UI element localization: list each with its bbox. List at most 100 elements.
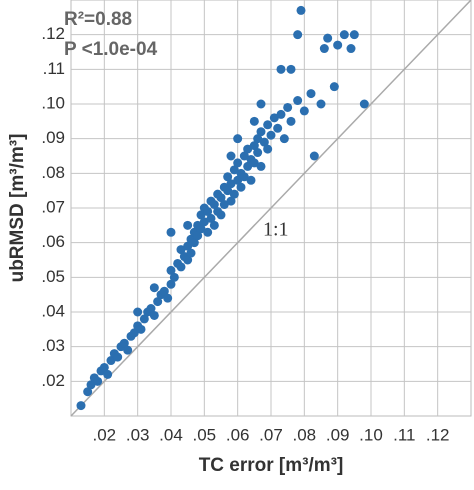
point xyxy=(239,172,249,182)
point xyxy=(159,286,169,296)
point xyxy=(263,120,273,130)
point xyxy=(249,116,259,126)
point xyxy=(123,345,133,355)
point xyxy=(196,224,206,234)
point xyxy=(93,376,103,386)
x-tick-label: .04 xyxy=(159,425,183,444)
point xyxy=(233,158,243,168)
y-tick-label: .06 xyxy=(41,232,65,251)
point xyxy=(169,272,179,282)
point xyxy=(273,123,283,133)
x-tick-label: .05 xyxy=(193,425,217,444)
x-tick-label: .07 xyxy=(259,425,283,444)
point xyxy=(296,5,306,15)
y-tick-label: .12 xyxy=(41,24,65,43)
point xyxy=(133,307,143,317)
point xyxy=(293,30,303,40)
y-tick-label: .04 xyxy=(41,301,65,320)
point xyxy=(253,134,263,144)
y-tick-label: .09 xyxy=(41,128,65,147)
point xyxy=(246,175,256,185)
point xyxy=(243,161,253,171)
x-tick-label: .09 xyxy=(326,425,350,444)
one-to-one-line xyxy=(70,0,472,417)
x-tick-label: .06 xyxy=(226,425,250,444)
point xyxy=(216,210,226,220)
point xyxy=(306,89,316,99)
point xyxy=(239,151,249,161)
point xyxy=(299,106,309,116)
r-squared: R²=0.88 xyxy=(64,9,132,30)
point xyxy=(146,304,156,314)
point xyxy=(99,362,109,372)
point xyxy=(323,33,333,43)
point xyxy=(266,130,276,140)
point xyxy=(259,137,269,147)
point xyxy=(129,328,139,338)
point xyxy=(223,186,233,196)
y-tick-label: .03 xyxy=(41,336,65,355)
point xyxy=(166,279,176,289)
point xyxy=(203,227,213,237)
point xyxy=(119,338,129,348)
point xyxy=(149,310,159,320)
point xyxy=(249,141,259,151)
x-tick-label: .11 xyxy=(393,425,415,444)
point xyxy=(346,44,356,54)
x-tick-label: .03 xyxy=(126,425,150,444)
point xyxy=(286,64,296,74)
point xyxy=(186,248,196,258)
x-tick-label: .10 xyxy=(359,425,383,444)
point xyxy=(193,231,203,241)
point xyxy=(83,387,93,397)
point xyxy=(103,369,113,379)
point xyxy=(206,213,216,223)
point xyxy=(283,102,293,112)
point xyxy=(293,96,303,106)
point xyxy=(226,151,236,161)
point xyxy=(256,161,266,171)
x-tick-label: .12 xyxy=(426,425,450,444)
point xyxy=(316,99,326,109)
point xyxy=(196,210,206,220)
point xyxy=(279,134,289,144)
point xyxy=(256,99,266,109)
point xyxy=(166,265,176,275)
point xyxy=(176,262,186,272)
point xyxy=(209,220,219,230)
point xyxy=(286,116,296,126)
x-tick-label: .02 xyxy=(93,425,117,444)
y-tick-label: .11 xyxy=(43,59,65,78)
y-tick-label: .07 xyxy=(41,197,65,216)
point xyxy=(183,220,193,230)
point xyxy=(166,227,176,237)
point xyxy=(203,206,213,216)
point xyxy=(176,245,186,255)
y-tick-label: .08 xyxy=(41,163,65,182)
point xyxy=(189,238,199,248)
point xyxy=(183,241,193,251)
point xyxy=(349,30,359,40)
point xyxy=(163,293,173,303)
y-tick-label: .10 xyxy=(41,93,65,112)
point xyxy=(106,356,116,366)
point xyxy=(253,148,263,158)
x-tick-label: .08 xyxy=(293,425,317,444)
y-tick-label: .05 xyxy=(41,267,65,286)
point xyxy=(223,172,233,182)
point xyxy=(136,324,146,334)
point xyxy=(319,44,329,54)
point xyxy=(236,182,246,192)
point xyxy=(359,99,369,109)
point xyxy=(229,165,239,175)
point xyxy=(149,283,159,293)
y-tick-label: .02 xyxy=(41,371,65,390)
point xyxy=(209,200,219,210)
point xyxy=(243,144,253,154)
one-to-one-label: 1:1 xyxy=(263,219,289,241)
point xyxy=(219,200,229,210)
y-axis-title: ubRMSD [m³/m³] xyxy=(7,134,28,283)
point xyxy=(86,380,96,390)
